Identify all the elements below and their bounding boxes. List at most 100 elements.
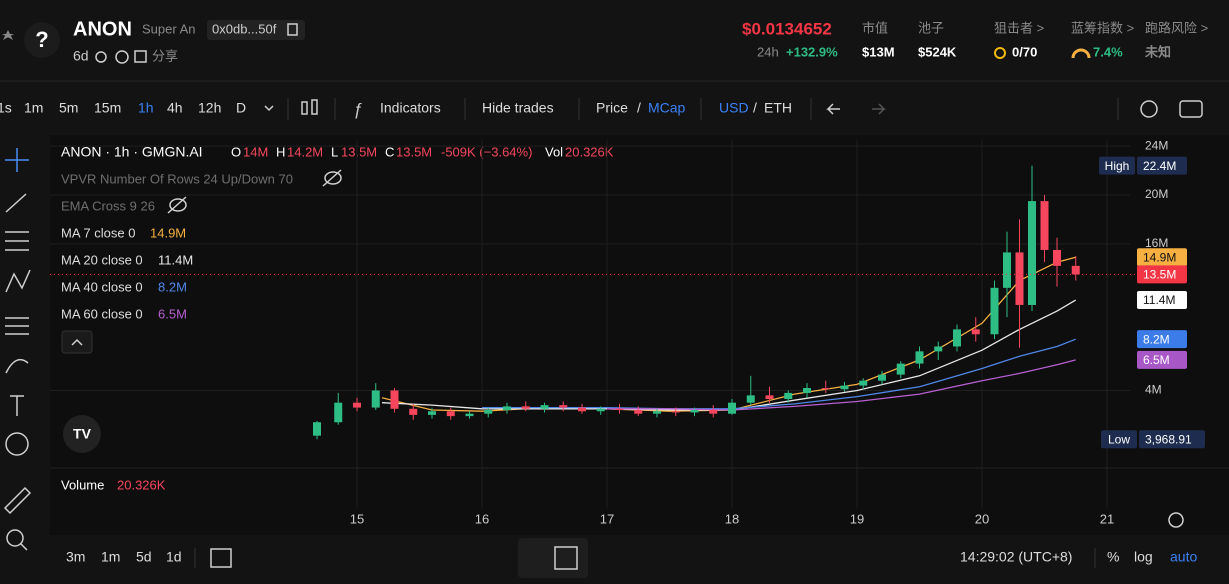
address-box[interactable] — [207, 20, 305, 40]
interval-button[interactable]: 4h — [167, 100, 183, 116]
interval-button[interactable]: 15m — [94, 100, 121, 116]
ma-line — [381, 256, 1076, 412]
candle-body — [1015, 252, 1024, 305]
candle-body — [1003, 252, 1011, 288]
candle-body — [934, 346, 943, 352]
auto-button[interactable]: auto — [1170, 549, 1197, 565]
stat-value: $524K — [918, 44, 957, 59]
eth-button[interactable]: ETH — [764, 100, 792, 116]
search-icon[interactable] — [95, 51, 107, 63]
center-toolbox[interactable] — [518, 538, 588, 578]
price-label: 13.5M — [1143, 268, 1176, 282]
candle-type-icon[interactable] — [301, 99, 318, 115]
interval-button[interactable]: 1s — [0, 100, 12, 116]
interval-button[interactable]: 1m — [24, 100, 43, 116]
range-button[interactable]: 1m — [101, 549, 120, 565]
price-label-box — [1137, 350, 1187, 369]
x-tick-label: 16 — [475, 511, 489, 526]
range-button[interactable]: 3m — [66, 549, 85, 565]
price-label: 11.4M — [1143, 293, 1175, 307]
price-button[interactable]: Price — [596, 100, 628, 116]
price-change: +132.9% — [786, 44, 838, 59]
candle-body — [709, 410, 718, 414]
separator-text: / — [753, 100, 757, 116]
ma-value: 14.9M — [150, 225, 186, 240]
x-tick-label: 17 — [600, 511, 614, 526]
candle-body — [313, 422, 321, 436]
redo-icon[interactable] — [872, 103, 886, 115]
y-tick-label: 24M — [1145, 138, 1168, 152]
candle-body — [484, 410, 493, 414]
interval-button[interactable]: 5m — [59, 100, 78, 116]
token-symbol: ANON — [73, 18, 132, 40]
candle-body — [1071, 265, 1080, 275]
share-button[interactable]: 分享 — [152, 48, 178, 63]
web-icon[interactable] — [115, 50, 129, 64]
percent-button[interactable]: % — [1107, 549, 1119, 565]
axis-settings[interactable] — [1168, 512, 1184, 528]
ma-line — [607, 359, 1076, 411]
vol-value: 20.326K — [565, 144, 614, 159]
hide-trades-button[interactable]: Hide trades — [482, 100, 554, 116]
x-tick-label: 15 — [350, 511, 364, 526]
crosshair-icon[interactable] — [554, 546, 578, 570]
date-range-icon[interactable] — [210, 548, 232, 568]
separators — [287, 98, 1119, 120]
price-tag: Low — [1108, 432, 1130, 446]
indicators-button[interactable]: Indicators — [380, 100, 441, 116]
price-label: 3,968.91 — [1145, 432, 1192, 446]
token-avatar — [24, 22, 60, 58]
ohlc-key: C — [385, 144, 394, 159]
undo-icon[interactable] — [826, 103, 840, 115]
clock: 14:29:02 (UTC+8) — [960, 549, 1072, 565]
interval-button[interactable]: 1h — [138, 100, 154, 116]
price-label: 14.9M — [1143, 250, 1176, 264]
candle-body — [971, 329, 980, 335]
interval-button[interactable]: D — [236, 100, 246, 116]
range-button[interactable]: 1d — [166, 549, 182, 565]
stat-value: 0/70 — [1012, 44, 1037, 59]
stat-label: 狙击者 > — [994, 20, 1044, 35]
price-tag: High — [1105, 159, 1130, 173]
collapse-legend[interactable] — [61, 330, 93, 354]
copy-icon[interactable] — [287, 23, 298, 36]
candle-body — [765, 395, 774, 400]
price-label-box — [1137, 156, 1187, 175]
candle-body — [353, 402, 361, 408]
gauge-icon — [1071, 48, 1091, 59]
y-tick-label: 20M — [1145, 187, 1168, 201]
settings-icon[interactable] — [1140, 100, 1158, 118]
ma-value: 6.5M — [158, 306, 187, 321]
drawing-tools[interactable] — [3, 148, 32, 551]
range-button[interactable]: 5d — [136, 549, 152, 565]
mcap-button[interactable]: MCap — [648, 100, 686, 116]
usd-button[interactable]: USD — [719, 100, 749, 116]
hidden-eye-icon[interactable] — [322, 169, 342, 187]
hidden-eye-icon[interactable] — [167, 196, 187, 214]
candle-body — [596, 408, 605, 412]
interval-button[interactable]: 12h — [198, 100, 221, 116]
stat-label: 市值 — [862, 20, 888, 35]
interval-dropdown[interactable] — [264, 105, 274, 112]
star-icon[interactable] — [2, 30, 14, 40]
ema-indicator: EMA Cross 9 26 — [61, 198, 155, 213]
fx-icon[interactable]: ƒ — [353, 99, 362, 118]
log-button[interactable]: log — [1134, 549, 1153, 565]
share-icon[interactable] — [134, 50, 147, 63]
camera-icon[interactable] — [1179, 100, 1203, 118]
avatar-glyph: ? — [35, 27, 48, 52]
y-tick-label: 4M — [1145, 383, 1162, 397]
ohlc-value: 14M — [243, 144, 268, 159]
stat-value: $13M — [862, 44, 895, 59]
change-label: 24h — [757, 44, 779, 59]
token-address: 0x0db...50f — [212, 21, 277, 36]
token-age: 6d — [73, 48, 89, 64]
vpvr-indicator: VPVR Number Of Rows 24 Up/Down 70 — [61, 171, 293, 186]
candle-body — [465, 413, 474, 417]
price-label-box — [1137, 291, 1187, 310]
stat-value: 未知 — [1144, 44, 1171, 59]
candle-body — [540, 405, 549, 409]
candle-body — [784, 392, 793, 400]
ohlc-value: 13.5M — [396, 144, 432, 159]
candle-body — [428, 411, 436, 415]
